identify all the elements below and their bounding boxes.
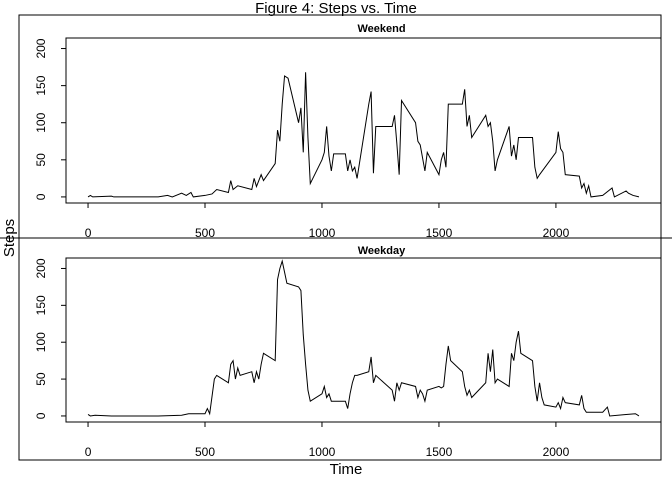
x-tick-label: 0	[85, 226, 92, 240]
x-tick-label: 500	[195, 445, 215, 459]
plot-box	[65, 257, 662, 423]
x-tick-label: 1500	[426, 445, 453, 459]
y-tick-label: 100	[34, 112, 48, 132]
x-tick-label: 1500	[426, 226, 453, 240]
y-tick-label: 0	[34, 193, 48, 200]
x-tick-label: 1000	[309, 226, 336, 240]
y-tick-label: 0	[34, 412, 48, 419]
y-tick-label: 150	[34, 295, 48, 315]
chart-title: Figure 4: Steps vs. Time	[255, 0, 417, 17]
y-tick-label: 100	[34, 332, 48, 352]
x-axis-label: Time	[330, 461, 363, 478]
y-tick-label: 50	[34, 153, 48, 167]
data-line	[87, 72, 640, 198]
y-axis-label: Steps	[1, 219, 18, 257]
plot-box	[65, 37, 662, 204]
x-tick-label: 1000	[309, 445, 336, 459]
data-line	[87, 259, 640, 417]
x-tick-label: 2000	[543, 226, 570, 240]
x-tick-label: 0	[85, 445, 92, 459]
panel-title: Weekend	[357, 23, 405, 35]
y-tick-label: 200	[34, 38, 48, 58]
y-tick-label: 200	[34, 258, 48, 278]
x-tick-label: 2000	[543, 445, 570, 459]
x-tick-label: 500	[195, 226, 215, 240]
panel-title: Weekday	[358, 245, 406, 257]
y-tick-label: 150	[34, 75, 48, 95]
y-tick-label: 50	[34, 372, 48, 386]
